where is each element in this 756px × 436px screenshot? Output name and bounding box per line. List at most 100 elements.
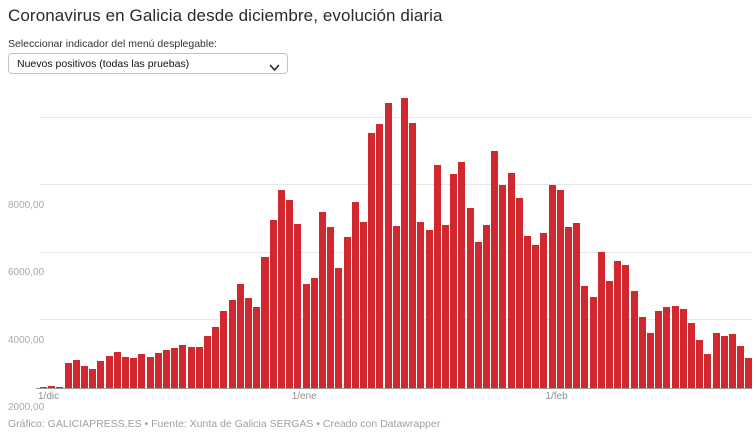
bar[interactable] [310, 277, 318, 388]
bar[interactable] [458, 162, 466, 388]
bar[interactable] [72, 360, 80, 388]
bar[interactable] [245, 298, 253, 388]
bar[interactable] [228, 299, 236, 388]
indicator-select[interactable]: Nuevos positivos (todas las pruebas) [8, 53, 288, 74]
bar[interactable] [286, 200, 294, 388]
bar[interactable] [122, 356, 130, 388]
bar[interactable] [491, 151, 499, 388]
bar[interactable] [417, 222, 425, 388]
bar[interactable] [499, 185, 507, 388]
bar[interactable] [688, 323, 696, 388]
bar[interactable] [671, 305, 679, 388]
bar[interactable] [318, 211, 326, 388]
bar[interactable] [138, 353, 146, 388]
bar[interactable] [351, 201, 359, 388]
bar[interactable] [540, 232, 548, 388]
bar[interactable] [589, 296, 597, 388]
bar[interactable] [220, 310, 228, 388]
dropdown-label: Seleccionar indicador del menú desplegab… [8, 38, 217, 50]
bar[interactable] [154, 352, 162, 388]
x-tick-label: 1/feb [545, 391, 568, 402]
bar[interactable] [704, 354, 712, 388]
bar[interactable] [523, 236, 531, 388]
bar[interactable] [565, 226, 573, 388]
bar[interactable] [261, 257, 269, 388]
bar[interactable] [179, 344, 187, 388]
y-tick-label: 8000,00 [8, 199, 45, 211]
bar[interactable] [130, 358, 138, 388]
bar[interactable] [368, 132, 376, 388]
bar[interactable] [630, 291, 638, 388]
bar[interactable] [581, 285, 589, 388]
bar[interactable] [745, 358, 753, 388]
bar[interactable] [277, 189, 285, 388]
bar[interactable] [720, 336, 728, 388]
bar[interactable] [105, 356, 113, 388]
bar[interactable] [482, 225, 490, 388]
bar[interactable] [515, 198, 523, 388]
gridline [40, 116, 752, 118]
bar[interactable] [187, 347, 195, 388]
page-title: Coronavirus en Galicia desde diciembre, … [8, 6, 443, 25]
bar[interactable] [556, 189, 564, 388]
bar[interactable] [655, 311, 663, 388]
bar[interactable] [614, 260, 622, 388]
bar[interactable] [507, 172, 515, 388]
bar[interactable] [64, 362, 72, 388]
bar[interactable] [400, 97, 408, 388]
bar[interactable] [712, 332, 720, 388]
bar[interactable] [253, 306, 261, 388]
bar-chart: 2000,00 4000,00 6000,00 8000,00 [0, 88, 756, 413]
bar[interactable] [335, 267, 343, 388]
bar[interactable] [573, 222, 581, 388]
bar[interactable] [409, 122, 417, 388]
bar[interactable] [663, 306, 671, 388]
bar[interactable] [56, 387, 64, 388]
bar[interactable] [359, 222, 367, 388]
bar[interactable] [81, 365, 89, 388]
bar[interactable] [343, 237, 351, 388]
bar[interactable] [48, 385, 56, 388]
bar[interactable] [113, 351, 121, 388]
bar[interactable] [647, 333, 655, 388]
bar[interactable] [638, 317, 646, 388]
bar[interactable] [327, 226, 335, 388]
y-tick-label: 2000,00 [8, 402, 45, 414]
bar[interactable] [163, 350, 171, 388]
bar[interactable] [679, 309, 687, 388]
bar[interactable] [696, 340, 704, 388]
bar[interactable] [89, 368, 97, 388]
bar[interactable] [376, 123, 384, 388]
plot-area [40, 88, 753, 388]
bar[interactable] [532, 245, 540, 388]
bar[interactable] [302, 283, 310, 388]
bar[interactable] [474, 242, 482, 388]
bar[interactable] [737, 346, 745, 388]
bar[interactable] [441, 224, 449, 388]
x-axis-line [36, 388, 752, 389]
bar[interactable] [729, 333, 737, 388]
bar[interactable] [606, 280, 614, 388]
bar[interactable] [40, 386, 48, 388]
bar[interactable] [622, 265, 630, 388]
bar[interactable] [392, 225, 400, 388]
bar[interactable] [204, 336, 212, 388]
bar[interactable] [236, 283, 244, 388]
bar[interactable] [425, 229, 433, 388]
bar[interactable] [466, 208, 474, 388]
bar[interactable] [294, 224, 302, 388]
indicator-select-wrap: Nuevos positivos (todas las pruebas) [8, 53, 288, 74]
bar[interactable] [97, 361, 105, 388]
bar[interactable] [597, 251, 605, 388]
bar[interactable] [433, 164, 441, 388]
bar[interactable] [548, 185, 556, 388]
bar[interactable] [171, 348, 179, 388]
y-tick-label: 4000,00 [8, 334, 45, 346]
bar[interactable] [384, 102, 392, 388]
bar[interactable] [146, 357, 154, 388]
bar[interactable] [212, 326, 220, 388]
bars-container [40, 88, 753, 388]
bar[interactable] [450, 173, 458, 388]
bar[interactable] [195, 346, 203, 388]
bar[interactable] [269, 220, 277, 388]
